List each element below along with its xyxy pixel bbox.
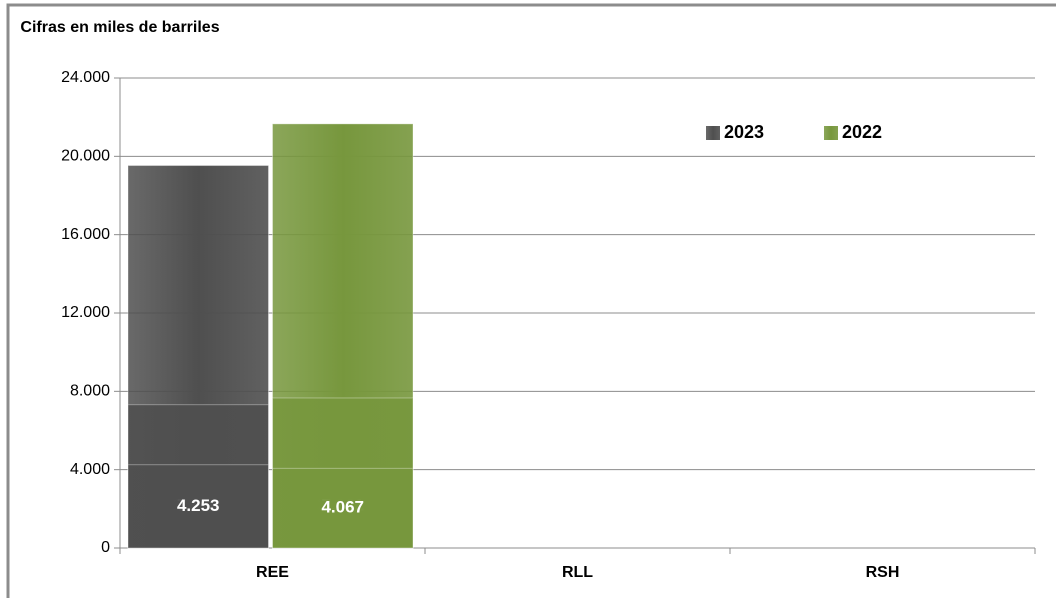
y-tick-label: 20.000 <box>61 148 110 165</box>
bar <box>272 467 414 549</box>
y-tick-label: 16.000 <box>61 226 110 243</box>
y-tick-label: 8.000 <box>70 383 110 400</box>
y-tick-label: 24.000 <box>61 69 110 86</box>
y-tick-label: 12.000 <box>61 304 110 321</box>
data-label: 4.253 <box>177 496 220 515</box>
y-tick-label: 4.000 <box>70 461 110 478</box>
bar <box>127 464 269 549</box>
legend-label: 2022 <box>842 122 882 142</box>
x-tick-label: RSH <box>866 564 900 581</box>
legend-swatch <box>706 126 720 140</box>
x-tick-label: REE <box>256 564 289 581</box>
y-axis-title: Cifras en miles de barriles <box>20 19 220 36</box>
legend-swatch <box>824 126 838 140</box>
x-tick-label: RLL <box>562 564 593 581</box>
y-tick-label: 0 <box>101 539 110 556</box>
chart-frame <box>6 3 1056 598</box>
data-label: 4.067 <box>321 498 364 517</box>
legend-label: 2023 <box>724 122 764 142</box>
